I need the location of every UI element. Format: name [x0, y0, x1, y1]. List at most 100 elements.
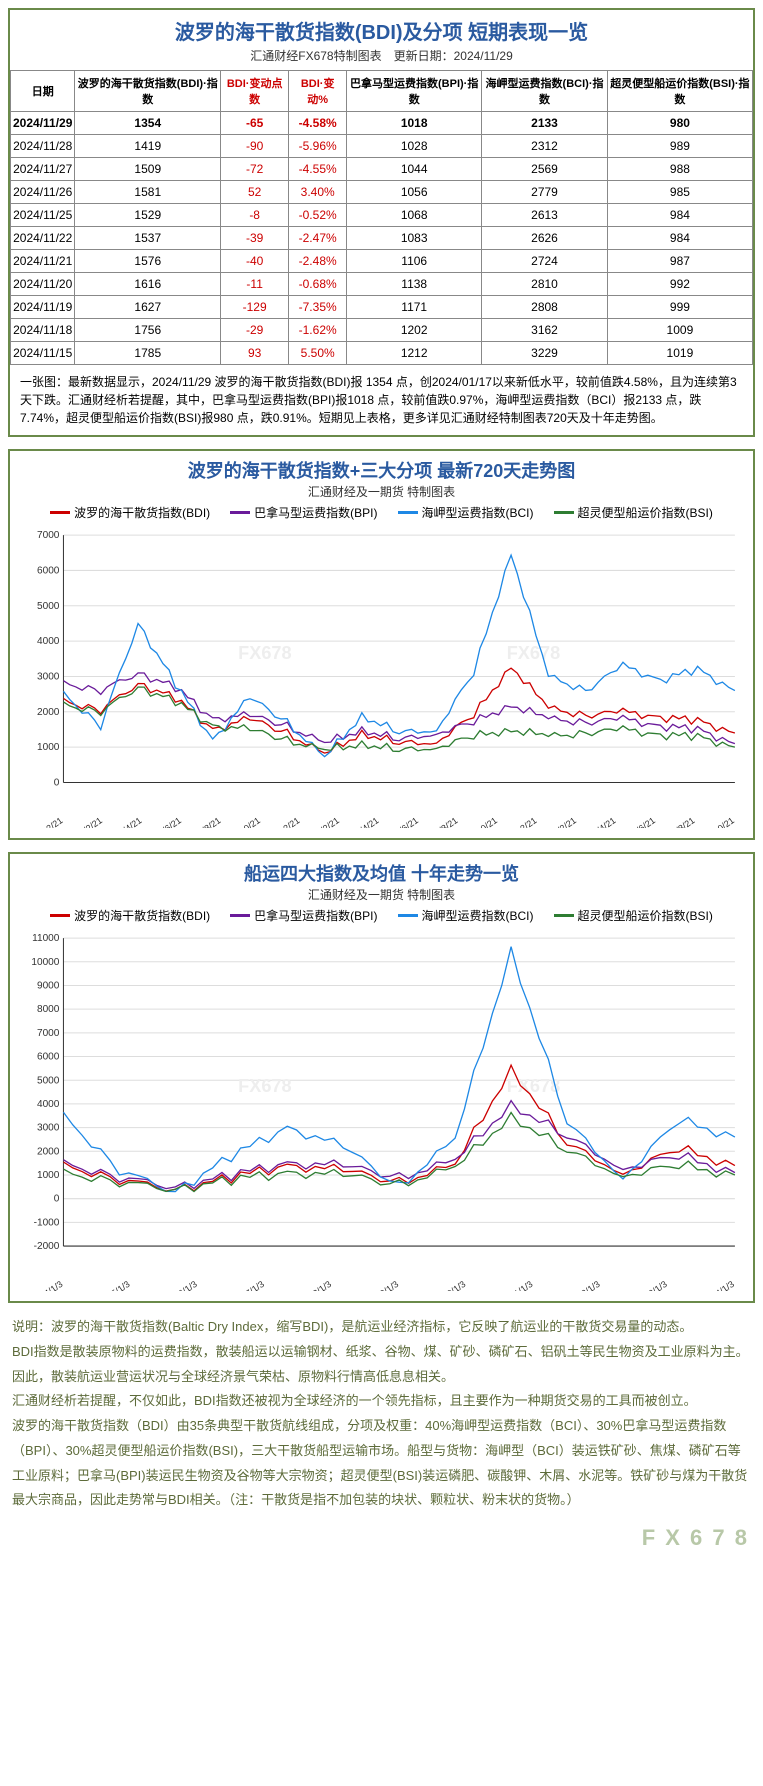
table-cell: 1171 [347, 296, 482, 319]
legend-swatch [230, 914, 250, 917]
svg-text:1000: 1000 [37, 1170, 60, 1181]
table-cell: 3229 [482, 342, 608, 365]
svg-text:2023/6/21: 2023/6/21 [381, 815, 420, 828]
svg-text:-1000: -1000 [34, 1217, 60, 1228]
svg-text:0: 0 [54, 777, 60, 788]
table-cell: 2779 [482, 181, 608, 204]
table-cell: 2024/11/26 [11, 181, 75, 204]
table-cell: -11 [221, 273, 289, 296]
svg-text:7000: 7000 [37, 530, 60, 541]
svg-text:6000: 6000 [37, 565, 60, 576]
svg-text:2016/1/3: 2016/1/3 [164, 1279, 199, 1292]
table-cell: 2613 [482, 204, 608, 227]
table-panel: 波罗的海干散货指数(BDI)及分项 短期表现一览 汇通财经FX678特制图表 更… [8, 8, 755, 437]
legend-label: 超灵便型船运价指数(BSI) [578, 504, 713, 521]
svg-text:5000: 5000 [37, 1075, 60, 1086]
legend-item: 超灵便型船运价指数(BSI) [554, 504, 713, 521]
svg-text:6000: 6000 [37, 1051, 60, 1062]
legend-item: 超灵便型船运价指数(BSI) [554, 907, 713, 924]
legend-label: 波罗的海干散货指数(BDI) [74, 504, 210, 521]
chart720-subtitle: 汇通财经及一期货 特制图表 [18, 483, 745, 500]
table-cell: 2133 [482, 112, 608, 135]
bdi-table: 日期波罗的海干散货指数(BDI)·指数BDI·变动点数BDI·变动%巴拿马型运费… [10, 70, 753, 365]
table-cell: 2024/11/29 [11, 112, 75, 135]
table-cell: -4.58% [289, 112, 347, 135]
svg-text:3000: 3000 [37, 671, 60, 682]
svg-text:11000: 11000 [32, 933, 60, 944]
legend-item: 巴拿马型运费指数(BPI) [230, 907, 377, 924]
table-header: BDI·变动% [289, 71, 347, 112]
svg-text:2023/12/21: 2023/12/21 [496, 815, 539, 828]
table-cell: 2024/11/19 [11, 296, 75, 319]
svg-text:2022/2/21: 2022/2/21 [65, 815, 104, 828]
table-cell: 1576 [75, 250, 221, 273]
legend-swatch [554, 511, 574, 514]
table-cell: -1.62% [289, 319, 347, 342]
table-cell: 1202 [347, 319, 482, 342]
legend-label: 巴拿马型运费指数(BPI) [254, 504, 377, 521]
svg-text:2023/1/3: 2023/1/3 [634, 1279, 669, 1292]
table-cell: 1537 [75, 227, 221, 250]
svg-text:5000: 5000 [37, 601, 60, 612]
svg-text:7000: 7000 [37, 1028, 60, 1039]
svg-text:FX678: FX678 [507, 643, 560, 663]
table-cell: 1106 [347, 250, 482, 273]
description-line: 汇通财经析若提醒，不仅如此，BDI指数还被视为全球经济的一个领先指标，且主要作为… [12, 1389, 751, 1414]
table-cell: -0.68% [289, 273, 347, 296]
table-header: 波罗的海干散货指数(BDI)·指数 [75, 71, 221, 112]
chart10y-title: 船运四大指数及均值 十年走势一览 [18, 860, 745, 886]
table-cell: -7.35% [289, 296, 347, 319]
table-cell: 2024/11/25 [11, 204, 75, 227]
table-cell: 1044 [347, 158, 482, 181]
table-cell: 2024/11/15 [11, 342, 75, 365]
table-cell: 2024/11/28 [11, 135, 75, 158]
svg-text:2024/1/3: 2024/1/3 [701, 1279, 736, 1292]
legend-swatch [398, 511, 418, 514]
table-cell: 985 [607, 181, 752, 204]
table-cell: 93 [221, 342, 289, 365]
table-cell: -29 [221, 319, 289, 342]
table-header: 日期 [11, 71, 75, 112]
table-header: 超灵便型船运价指数(BSI)·指数 [607, 71, 752, 112]
table-cell: 1627 [75, 296, 221, 319]
legend-label: 巴拿马型运费指数(BPI) [254, 907, 377, 924]
table-title: 波罗的海干散货指数(BDI)及分项 短期表现一览 [10, 10, 753, 47]
table-cell: 2808 [482, 296, 608, 319]
legend-item: 波罗的海干散货指数(BDI) [50, 907, 210, 924]
table-header: 巴拿马型运费指数(BPI)·指数 [347, 71, 482, 112]
svg-text:2017/1/3: 2017/1/3 [231, 1279, 266, 1292]
table-row: 2024/11/271509-72-4.55%10442569988 [11, 158, 753, 181]
table-cell: -2.47% [289, 227, 347, 250]
table-cell: 1138 [347, 273, 482, 296]
chart10y-subtitle: 汇通财经及一期货 特制图表 [18, 886, 745, 903]
svg-text:10000: 10000 [31, 957, 59, 968]
table-cell: -4.55% [289, 158, 347, 181]
table-cell: -0.52% [289, 204, 347, 227]
legend-swatch [554, 914, 574, 917]
chart720-legend: 波罗的海干散货指数(BDI) 巴拿马型运费指数(BPI) 海岬型运费指数(BCI) 超… [18, 504, 745, 521]
table-cell: 52 [221, 181, 289, 204]
description-block: 说明：波罗的海干散货指数(Baltic Dry Index，缩写BDI)，是航运… [12, 1315, 751, 1513]
chart-10y-panel: 船运四大指数及均值 十年走势一览 汇通财经及一期货 特制图表 波罗的海干散货指数… [8, 852, 755, 1304]
svg-text:2022/6/21: 2022/6/21 [144, 815, 183, 828]
svg-text:2022/1/3: 2022/1/3 [567, 1279, 602, 1292]
svg-text:2021/12/21: 2021/12/21 [22, 815, 65, 828]
legend-label: 海岬型运费指数(BCI) [422, 504, 534, 521]
svg-text:-2000: -2000 [34, 1241, 60, 1252]
svg-text:FX678: FX678 [238, 643, 292, 663]
table-cell: 1068 [347, 204, 482, 227]
legend-swatch [398, 914, 418, 917]
table-cell: 1028 [347, 135, 482, 158]
legend-label: 海岬型运费指数(BCI) [422, 907, 534, 924]
table-cell: 2024/11/18 [11, 319, 75, 342]
table-cell: 1419 [75, 135, 221, 158]
legend-item: 海岬型运费指数(BCI) [398, 907, 534, 924]
table-cell: 1212 [347, 342, 482, 365]
table-note: 一张图：最新数据显示，2024/11/29 波罗的海干散货指数(BDI)报 13… [10, 365, 753, 435]
svg-text:4000: 4000 [37, 636, 60, 647]
table-cell: 2024/11/20 [11, 273, 75, 296]
table-cell: -39 [221, 227, 289, 250]
table-cell: 1509 [75, 158, 221, 181]
svg-text:2023/8/21: 2023/8/21 [421, 815, 460, 828]
table-cell: 987 [607, 250, 752, 273]
